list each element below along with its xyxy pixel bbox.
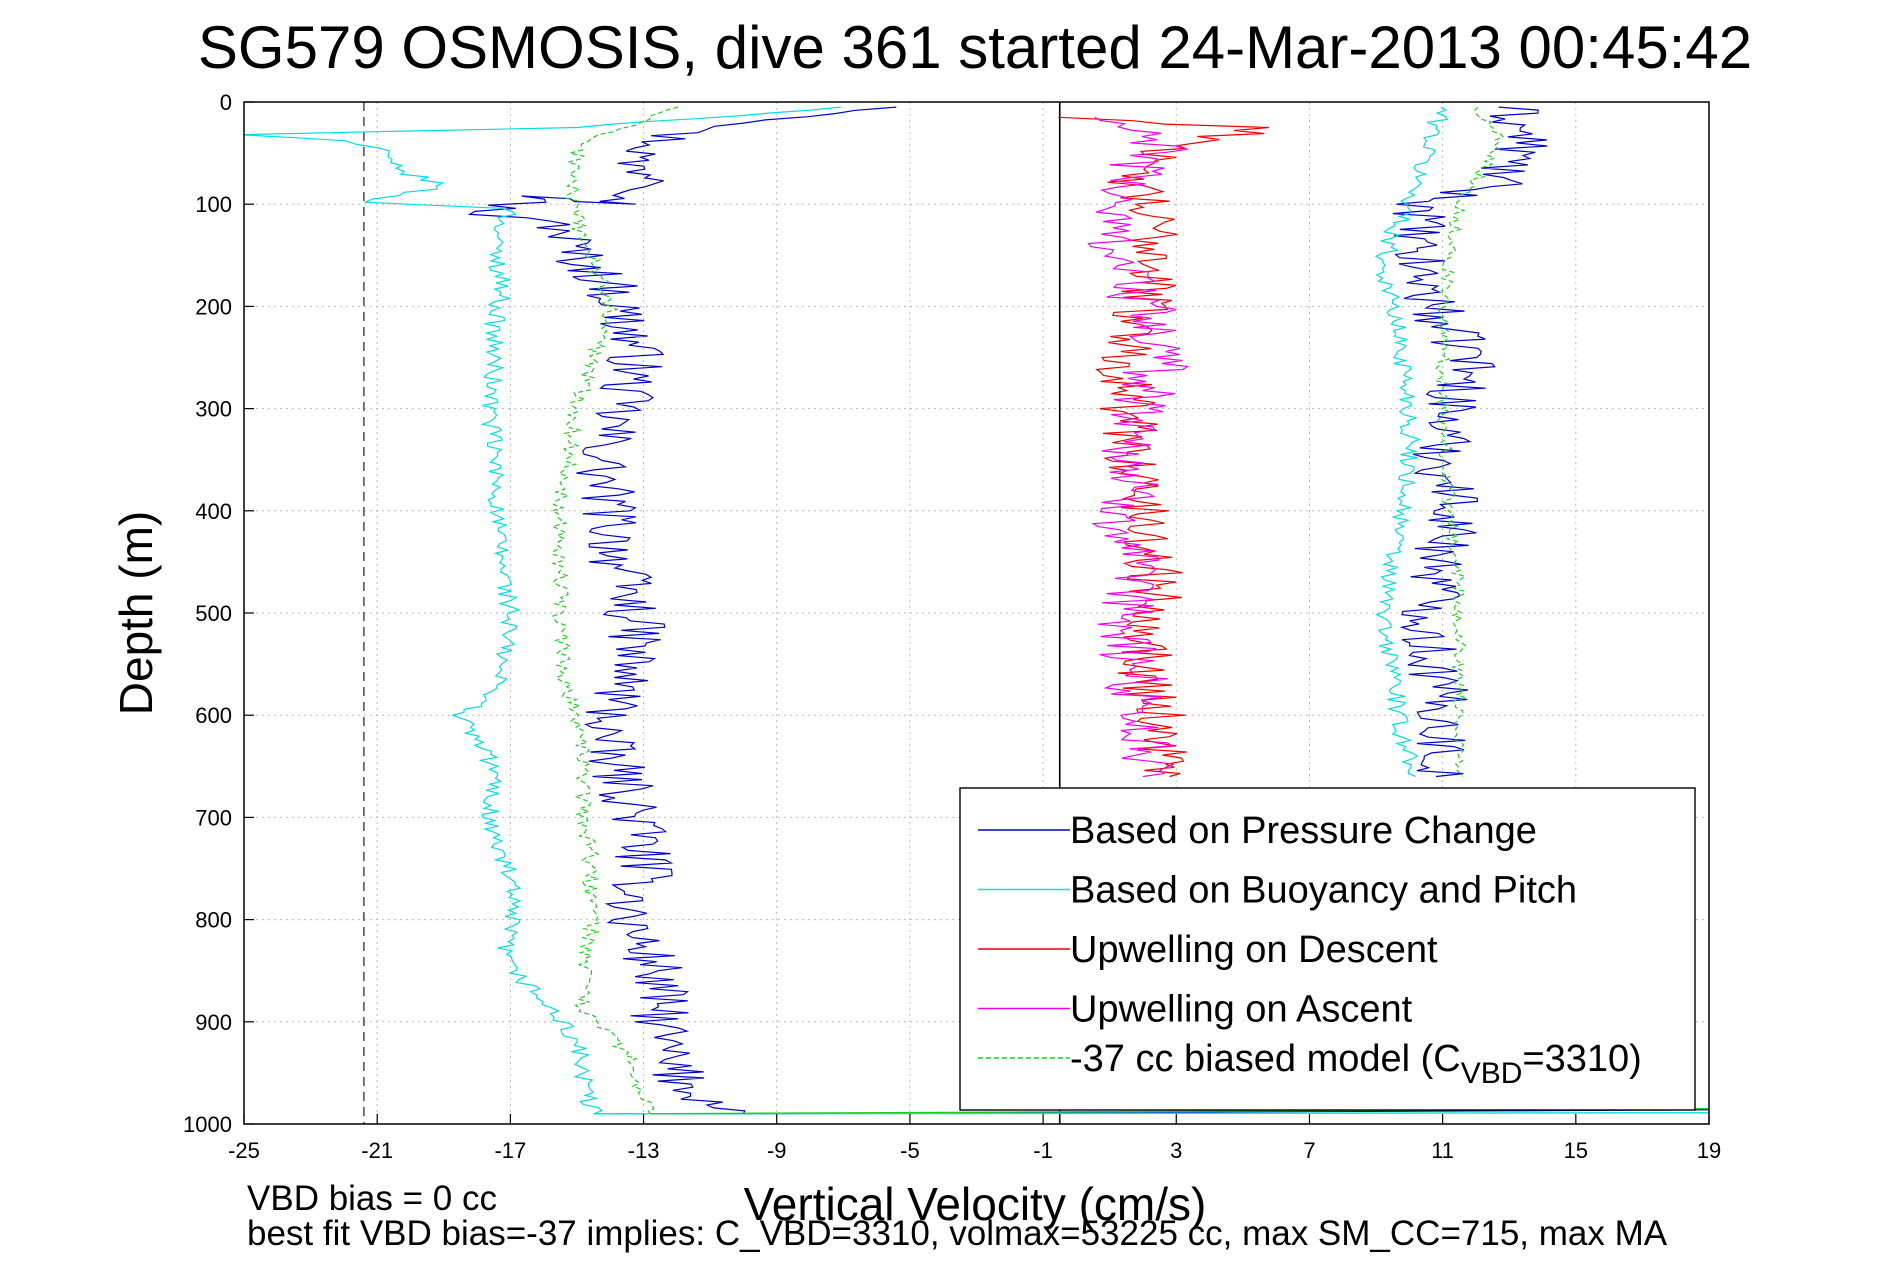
x-tick-label-10: 15 <box>1564 1138 1588 1163</box>
series-line-0 <box>467 106 897 1115</box>
y-tick-label-8: 800 <box>195 908 232 933</box>
series-line-6 <box>550 106 679 1115</box>
x-tick-label-7: 3 <box>1170 1138 1182 1163</box>
y-axis-ticks: 0 100 200 300 400 500 600 700 800 900 1000 <box>183 90 254 1137</box>
annotation-best-fit: best fit VBD bias=-37 implies: C_VBD=331… <box>247 1214 1668 1253</box>
series-line-3 <box>1374 106 1449 778</box>
legend-label-subscript: VBD <box>1461 1057 1523 1090</box>
legend-label-3: Upwelling on Ascent <box>1070 989 1413 1031</box>
legend-label-prefix: -37 cc biased model (C <box>1070 1038 1461 1080</box>
series-line-5 <box>1087 116 1190 778</box>
y-tick-label-10: 1000 <box>183 1112 232 1137</box>
x-tick-label-3: -13 <box>628 1138 660 1163</box>
y-tick-label-9: 900 <box>195 1010 232 1035</box>
y-tick-label-3: 300 <box>195 397 232 422</box>
x-axis-ticks: -25 -21 -17 -13 -9 -5 -1 3 7 11 15 19 <box>228 1114 1721 1163</box>
x-tick-label-6: -1 <box>1033 1138 1053 1163</box>
x-tick-label-4: -9 <box>767 1138 787 1163</box>
legend-label-4: -37 cc biased model (CVBD=3310) <box>1070 1038 1642 1090</box>
series-line-1 <box>1392 106 1548 778</box>
y-tick-label-1: 100 <box>195 192 232 217</box>
x-tick-label-1: -21 <box>361 1138 393 1163</box>
legend: Based on Pressure Change Based on Buoyanc… <box>959 787 1696 1111</box>
annotation-vbd-bias: VBD bias = 0 cc <box>247 1179 497 1218</box>
chart-title: SG579 OSMOSIS, dive 361 started 24-Mar-2… <box>198 14 1752 81</box>
x-tick-label-9: 11 <box>1431 1138 1454 1163</box>
legend-label-0: Based on Pressure Change <box>1070 810 1537 852</box>
y-tick-label-7: 700 <box>195 805 232 830</box>
x-tick-label-8: 7 <box>1303 1138 1315 1163</box>
x-tick-label-2: -17 <box>494 1138 526 1163</box>
series-line-2 <box>244 106 841 1115</box>
y-axis-label: Depth (m) <box>110 511 162 715</box>
x-tick-label-5: -5 <box>900 1138 920 1163</box>
legend-label-suffix: =3310) <box>1522 1038 1641 1080</box>
y-tick-label-5: 500 <box>195 601 232 626</box>
y-tick-label-6: 600 <box>195 703 232 728</box>
y-tick-label-4: 400 <box>195 499 232 524</box>
legend-label-2: Upwelling on Descent <box>1070 929 1438 971</box>
y-tick-label-0: 0 <box>220 90 232 115</box>
x-axis-label: Vertical Velocity (cm/s) <box>744 1178 1207 1230</box>
legend-label-1: Based on Buoyancy and Pitch <box>1070 870 1577 912</box>
series-line-7 <box>1433 106 1505 777</box>
y-tick-label-2: 200 <box>195 294 232 319</box>
x-tick-label-11: 19 <box>1697 1138 1721 1163</box>
x-tick-label-0: -25 <box>228 1138 260 1163</box>
legend-box <box>959 787 1696 1111</box>
